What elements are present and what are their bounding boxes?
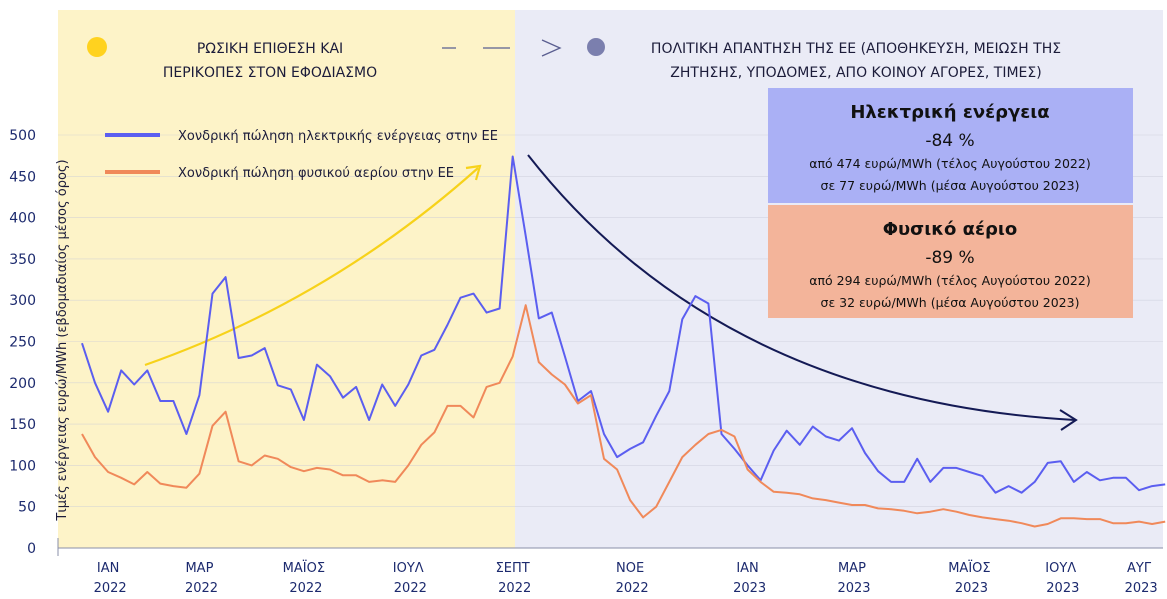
- phase-dot: [87, 37, 107, 57]
- series-line: [81, 304, 1166, 528]
- box-gas: [768, 205, 1133, 318]
- y-tick-label: 200: [9, 376, 36, 392]
- y-tick-label: 150: [9, 417, 36, 433]
- phase-label: ΠΟΛΙΤΙΚΗ ΑΠΑΝΤΗΣΗ ΤΗΣ ΕΕ (ΑΠΟΘΗΚΕΥΣΗ, ΜΕ…: [651, 41, 1061, 57]
- box-title: Ηλεκτρική ενέργεια: [850, 102, 1049, 123]
- legend-label: Χονδρική πώληση φυσικού αερίου στην ΕΕ: [178, 166, 454, 181]
- phase-dot: [587, 38, 605, 56]
- box-change: -89 %: [925, 248, 974, 268]
- phase-label: ΖΗΤΗΣΗΣ, ΥΠΟΔΟΜΕΣ, ΑΠΟ ΚΟΙΝΟΥ ΑΓΟΡΕΣ, ΤΙ…: [670, 65, 1041, 81]
- x-tick-label: ΜΑΡ 2022: [181, 561, 218, 596]
- y-tick-label: 500: [9, 128, 36, 144]
- box-line: από 474 ευρώ/MWh (τέλος Αυγούστου 2022): [809, 156, 1090, 171]
- x-tick-label: ΙΑΝ 2023: [729, 561, 766, 596]
- phase-arrow: [442, 39, 562, 57]
- trend-arrow-head: [465, 164, 482, 181]
- x-tick-label: ΝΟΕ 2022: [611, 561, 648, 596]
- y-tick-label: 450: [9, 169, 36, 185]
- phase-label: ΠΕΡΙΚΟΠΕΣ ΣΤΟΝ ΕΦΟΔΙΑΣΜΟ: [163, 65, 377, 81]
- box-title: Φυσικό αέριο: [883, 219, 1018, 240]
- y-tick-label: 50: [18, 500, 36, 516]
- y-tick-label: 100: [9, 458, 36, 474]
- box-change: -84 %: [925, 131, 974, 151]
- x-tick-label: ΜΑΪΟΣ 2022: [283, 560, 325, 596]
- y-tick-label: 0: [27, 541, 36, 557]
- y-axis-label: Τιμές ενέργειας ευρώ/MWh (εβδομαδιαίος μ…: [55, 159, 70, 521]
- x-tick-label: ΜΑΪΟΣ 2023: [948, 560, 990, 596]
- trend-arrow: [527, 154, 1076, 421]
- series-line: [81, 155, 1166, 494]
- y-tick-label: 300: [9, 293, 36, 309]
- y-tick-label: 350: [9, 252, 36, 268]
- x-tick-label: ΑΥΓ 2023: [1120, 561, 1157, 596]
- y-tick-label: 250: [9, 335, 36, 351]
- legend-label: Χονδρική πώληση ηλεκτρικής ενέργειας στη…: [178, 129, 498, 144]
- y-tick-label: 400: [9, 211, 36, 227]
- phase-label: ΡΩΣΙΚΗ ΕΠΙΘΕΣΗ ΚΑΙ: [197, 41, 343, 57]
- x-tick-label: ΙΟΥΛ 2022: [390, 561, 427, 596]
- x-tick-label: ΜΑΡ 2023: [833, 561, 870, 596]
- box-electricity: [768, 88, 1133, 203]
- box-line: από 294 ευρώ/MWh (τέλος Αυγούστου 2022): [809, 273, 1090, 288]
- x-tick-label: ΣΕΠΤ 2022: [494, 561, 531, 596]
- box-line: σε 77 ευρώ/MWh (μέσα Αυγούστου 2023): [821, 178, 1080, 193]
- trend-arrow: [144, 167, 479, 367]
- box-line: σε 32 ευρώ/MWh (μέσα Αυγούστου 2023): [821, 295, 1080, 310]
- trend-arrow-head: [1059, 409, 1078, 431]
- phase-bg-1: [58, 10, 515, 548]
- x-tick-label: ΙΑΝ 2022: [89, 561, 126, 596]
- x-tick-label: ΙΟΥΛ 2023: [1042, 561, 1079, 596]
